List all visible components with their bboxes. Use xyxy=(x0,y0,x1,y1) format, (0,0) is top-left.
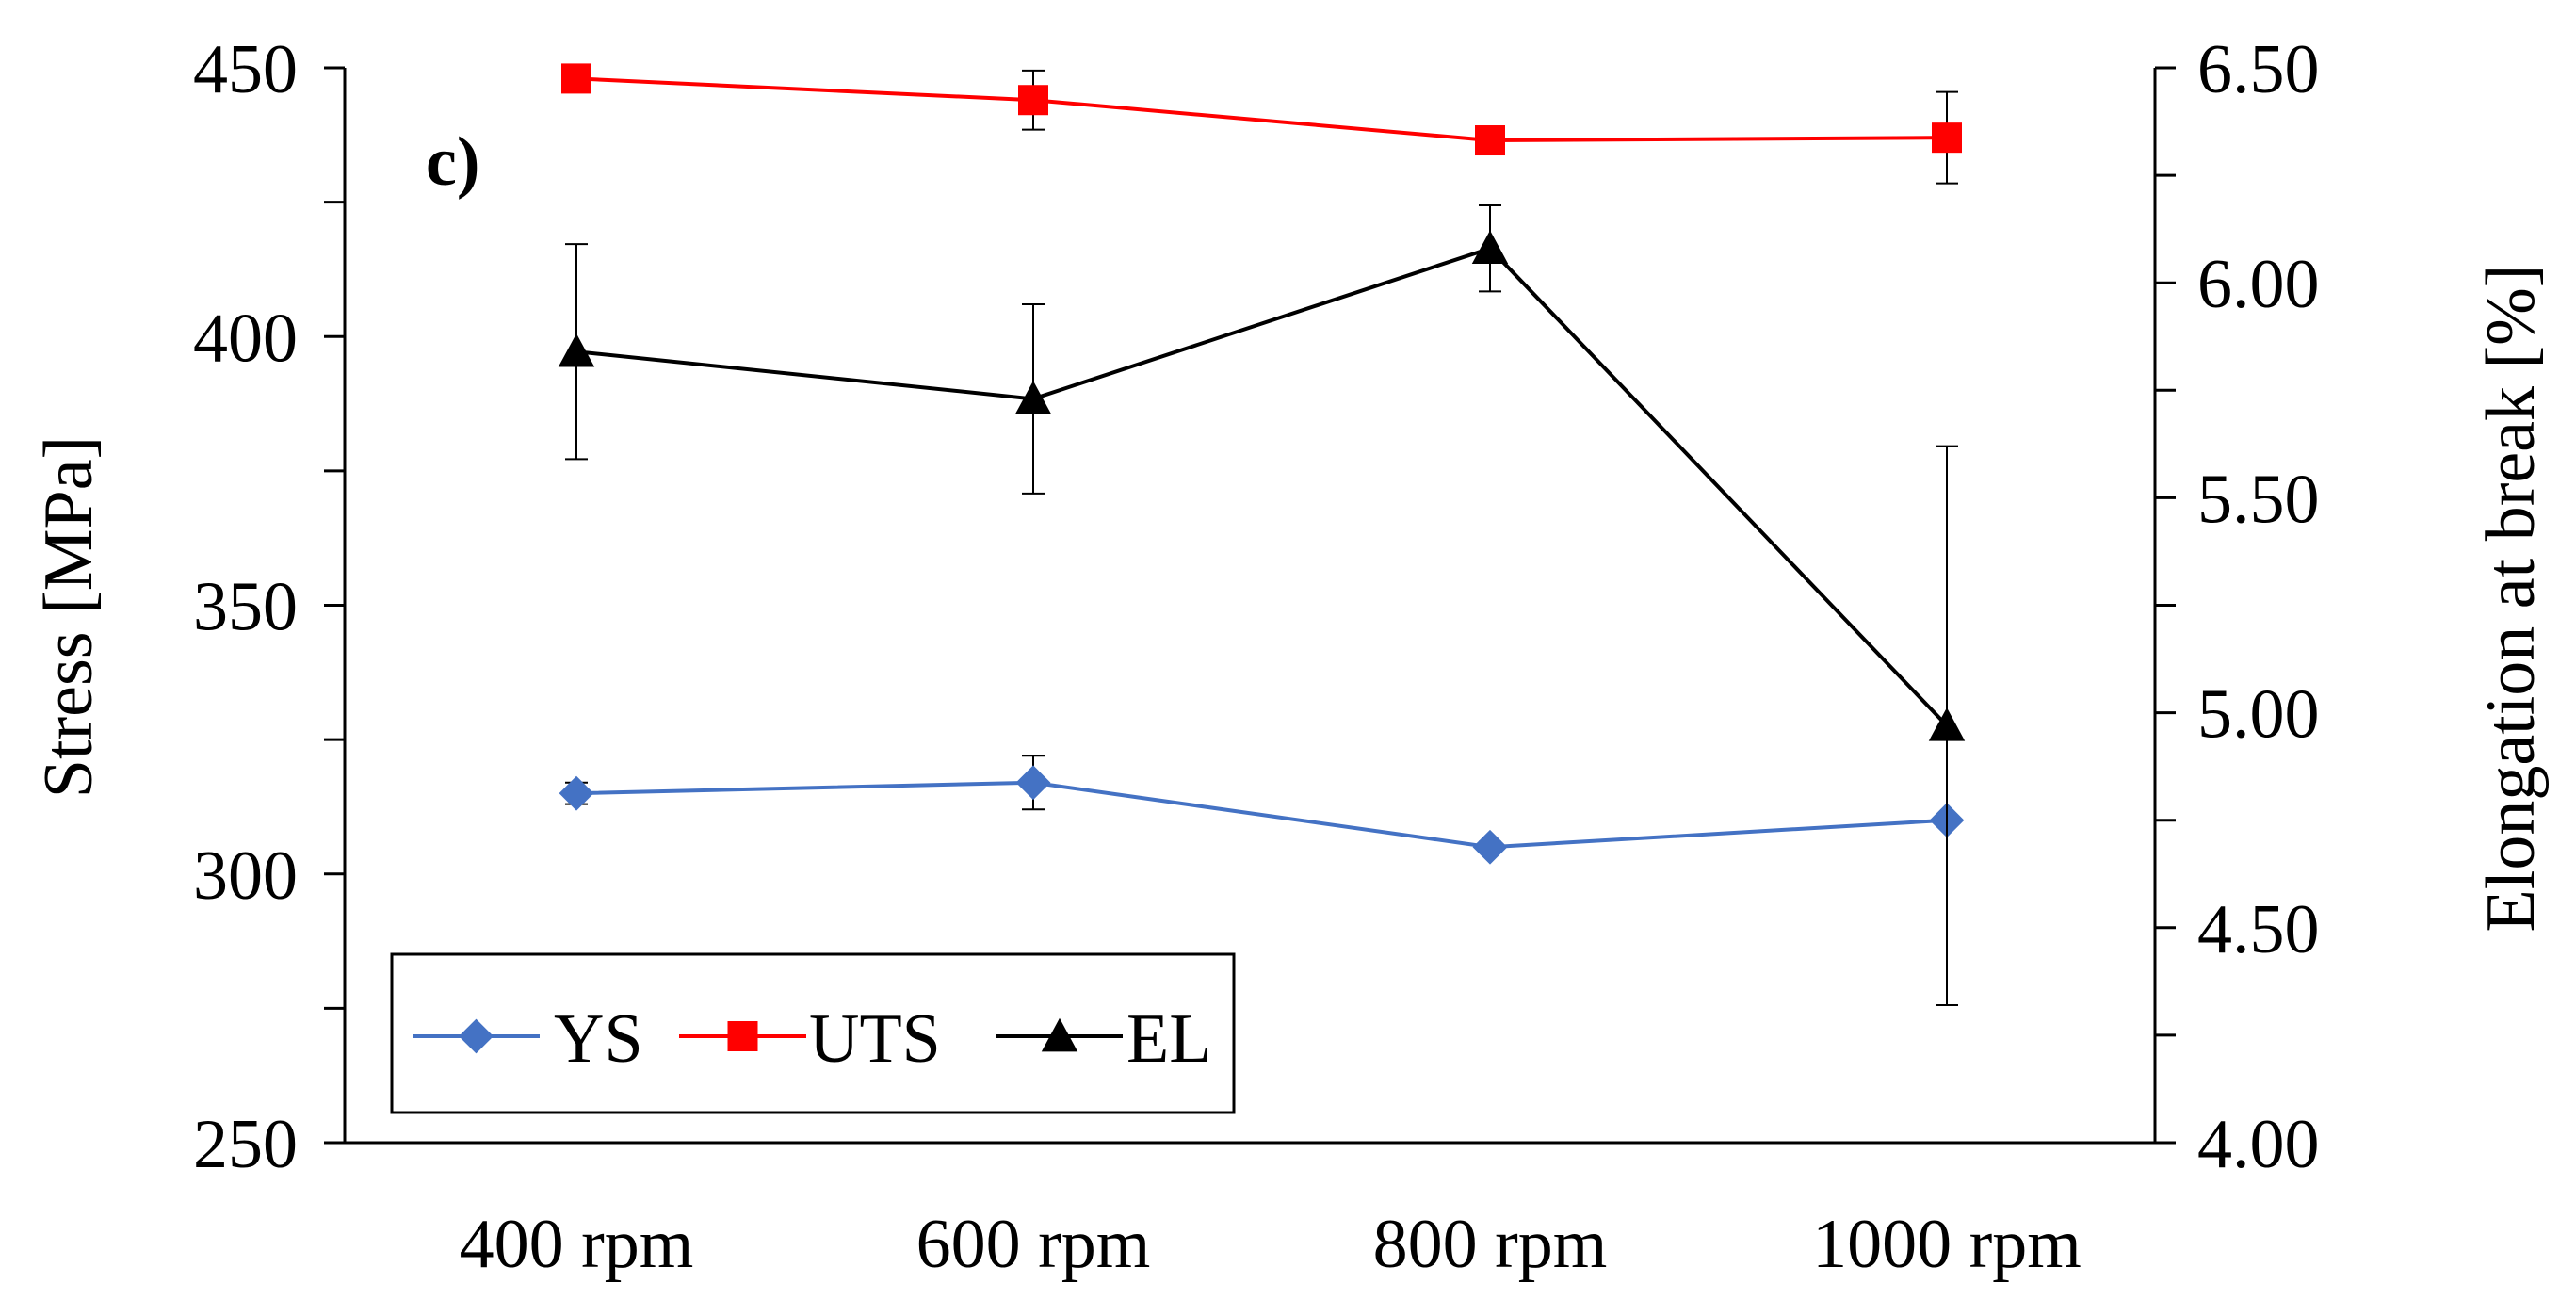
y-tick-label: 350 xyxy=(193,569,298,646)
series-el xyxy=(558,204,1966,1006)
y2-axis-title: Elongation at break [%] xyxy=(2472,265,2550,933)
left-axis-ticks: 250 300 350 400 450 xyxy=(193,31,345,1183)
data-point-ys xyxy=(1015,765,1051,801)
y-tick-label: 450 xyxy=(193,31,298,108)
series-line-ys xyxy=(575,780,1948,850)
data-point-ys xyxy=(559,775,594,811)
data-point-uts xyxy=(1932,122,1962,154)
panel-label: c) xyxy=(426,123,480,201)
legend-marker-el xyxy=(1041,1017,1078,1052)
y2-tick-label: 5.50 xyxy=(2197,461,2320,538)
series-line-uts xyxy=(575,76,1948,143)
y2-tick-label: 5.00 xyxy=(2197,676,2320,754)
y2-tick-label: 6.00 xyxy=(2197,246,2320,323)
series-layer xyxy=(558,63,1966,1006)
y2-tick-label: 4.50 xyxy=(2197,891,2320,968)
legend-label-ys: YS xyxy=(554,1000,643,1078)
data-point-uts xyxy=(1475,125,1505,156)
legend-marker-ys xyxy=(459,1018,494,1054)
legend-label-el: EL xyxy=(1126,1000,1211,1078)
series-uts xyxy=(561,63,1962,185)
data-point-ys xyxy=(1472,829,1508,865)
x-tick-label: 800 rpm xyxy=(1373,1206,1608,1283)
legend-label-uts: UTS xyxy=(809,1000,941,1078)
x-tick-label: 400 rpm xyxy=(460,1206,694,1283)
y-axis-title: Stress [MPa] xyxy=(30,436,107,798)
data-point-el xyxy=(1471,230,1509,265)
data-point-el xyxy=(1014,381,1052,414)
data-point-el xyxy=(1928,707,1966,741)
legend: YS UTS EL xyxy=(390,952,1236,1114)
y2-tick-label: 4.00 xyxy=(2197,1106,2320,1183)
legend-box xyxy=(390,952,1236,1114)
x-tick-label: 1000 rpm xyxy=(1812,1206,2082,1283)
series-ys xyxy=(559,755,1965,865)
y-tick-label: 300 xyxy=(193,837,298,915)
right-axis-ticks: 4.00 4.50 5.00 5.50 6.00 6.50 xyxy=(2155,31,2320,1183)
y-tick-label: 400 xyxy=(193,300,298,377)
data-point-uts xyxy=(1018,85,1048,116)
x-tick-label: 600 rpm xyxy=(916,1206,1151,1283)
legend-marker-uts xyxy=(727,1021,758,1051)
y-tick-label: 250 xyxy=(193,1106,298,1183)
series-line-el xyxy=(575,246,1949,727)
data-point-el xyxy=(558,333,595,367)
y2-tick-label: 6.50 xyxy=(2197,31,2320,108)
labels-layer: 400 rpm 600 rpm 800 rpm 1000 rpm xyxy=(460,1206,2082,1283)
data-point-uts xyxy=(561,63,591,94)
